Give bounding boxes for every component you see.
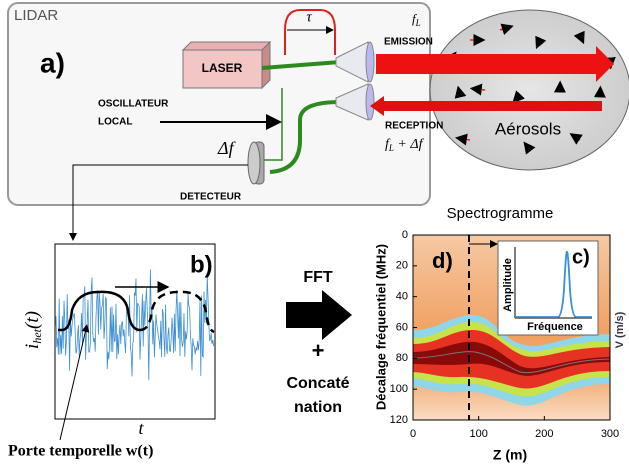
- detector-face: [247, 141, 261, 185]
- particle: [454, 85, 467, 99]
- particle: [499, 23, 514, 36]
- lens-emit: [365, 41, 375, 83]
- laser-label: LASER: [202, 61, 243, 75]
- reception-arrow: [370, 96, 602, 116]
- beam-out: [261, 60, 341, 70]
- emission: EMISSION: [384, 37, 433, 48]
- laser-body: [182, 49, 263, 89]
- y-label: ihet(t): [22, 311, 43, 349]
- oscillator: OSCILLATEUR: [98, 99, 169, 110]
- aerosols: Aérosols: [495, 119, 561, 138]
- delta-f: Δf: [217, 138, 237, 158]
- x-tick-label: 100: [469, 428, 487, 440]
- process-arrow: [286, 290, 352, 340]
- fft: FFT: [303, 269, 333, 286]
- y-tick-label: 80: [396, 352, 408, 364]
- particle: [512, 90, 525, 104]
- y-tick-label: 100: [390, 383, 408, 395]
- laser-side: [261, 40, 271, 90]
- lo-path: [262, 88, 283, 161]
- detector-wire: [69, 164, 248, 241]
- particle: [569, 133, 583, 145]
- particle: [573, 30, 585, 45]
- y-tick-label: 60: [396, 321, 408, 333]
- rest: (t): [22, 311, 43, 329]
- inset-y-label: Amplitude: [502, 258, 514, 312]
- sub: L: [415, 18, 421, 28]
- x-tick-label: 200: [535, 428, 553, 440]
- detector: DETECTEUR: [180, 192, 242, 203]
- telescope-emit: [335, 41, 369, 83]
- emission-freq: fL: [412, 11, 421, 28]
- gate-pointer: [59, 324, 90, 441]
- gate-label: Porte temporelle w(t): [8, 443, 153, 460]
- rest: + Δf: [394, 137, 425, 152]
- reception: RECEPTION: [385, 121, 443, 132]
- y-tick-label: 0: [402, 229, 408, 241]
- y-tick-label: 40: [396, 291, 408, 303]
- lens-rec: [365, 83, 375, 121]
- panel-c: c): [572, 246, 590, 268]
- panel-b: b): [190, 251, 213, 278]
- x-tick-label: 300: [601, 428, 619, 440]
- i: i: [22, 344, 43, 349]
- particle: [535, 35, 547, 50]
- particle: [523, 141, 536, 155]
- x-tick-label: 0: [410, 428, 416, 440]
- spectro-x-label: Z (m): [493, 447, 527, 463]
- right-label: V (m/s): [614, 311, 626, 348]
- inset-peak: [515, 251, 592, 318]
- oscillator: LOCAL: [98, 117, 132, 128]
- plus: +: [312, 338, 325, 363]
- y-tick-label: 20: [396, 260, 408, 272]
- lidar-title: LIDAR: [14, 7, 58, 24]
- concat: nation: [294, 399, 342, 416]
- particle: [469, 83, 486, 96]
- f: f: [412, 11, 418, 26]
- particle: [455, 133, 471, 146]
- reception-freq: fL + Δf: [385, 137, 425, 153]
- panel-d: d): [432, 248, 453, 273]
- gate-shifted: [139, 290, 215, 334]
- tau: τ: [306, 9, 312, 25]
- panel-a: a): [40, 47, 65, 78]
- sub: L: [388, 143, 394, 153]
- y-tick-label: 120: [390, 414, 408, 426]
- telescope-rec: [335, 83, 369, 121]
- pulse: [284, 9, 336, 55]
- noise: [55, 269, 214, 381]
- x-label: t: [138, 418, 144, 438]
- emission-arrow: [376, 46, 614, 82]
- inset-x-label: Fréquence: [527, 321, 583, 333]
- f: f: [385, 137, 391, 152]
- gate: [58, 290, 141, 332]
- concat: Concaté: [286, 375, 349, 392]
- laser-top: [181, 41, 272, 51]
- beam-in: [269, 100, 341, 174]
- sub: het: [30, 328, 44, 343]
- spectro-y-label: Décalage fréquentiel (MHz): [373, 244, 388, 410]
- spectro-title: Spectrogramme: [447, 205, 554, 222]
- aerosol-cloud: [429, 9, 629, 171]
